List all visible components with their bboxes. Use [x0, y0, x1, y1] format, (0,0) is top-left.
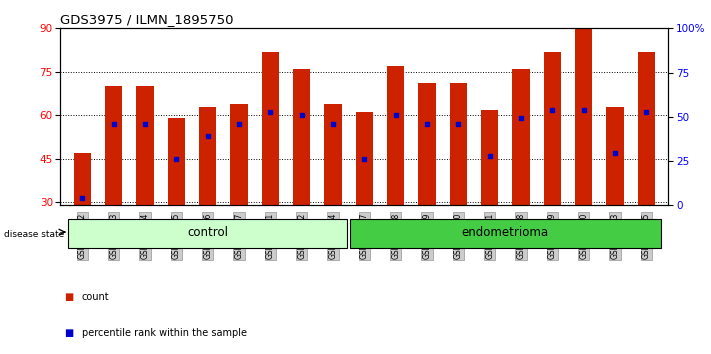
Text: ■: ■: [64, 328, 73, 338]
Bar: [387, 66, 405, 205]
Text: disease state: disease state: [4, 230, 64, 239]
Bar: [481, 110, 498, 205]
Bar: [575, 28, 592, 205]
Bar: [262, 52, 279, 205]
Bar: [638, 52, 655, 205]
FancyBboxPatch shape: [351, 219, 661, 248]
Bar: [606, 107, 624, 205]
Bar: [544, 52, 561, 205]
Bar: [356, 113, 373, 205]
Text: endometrioma: endometrioma: [462, 225, 549, 239]
Text: percentile rank within the sample: percentile rank within the sample: [82, 328, 247, 338]
Bar: [513, 69, 530, 205]
Bar: [419, 84, 436, 205]
Text: ■: ■: [64, 292, 73, 302]
Text: control: control: [187, 225, 228, 239]
Text: GDS3975 / ILMN_1895750: GDS3975 / ILMN_1895750: [60, 13, 234, 26]
Bar: [105, 86, 122, 205]
Bar: [199, 107, 216, 205]
Bar: [324, 104, 342, 205]
Bar: [293, 69, 310, 205]
Bar: [137, 86, 154, 205]
Text: count: count: [82, 292, 109, 302]
FancyBboxPatch shape: [68, 219, 347, 248]
Bar: [450, 84, 467, 205]
Bar: [168, 118, 185, 205]
Bar: [74, 153, 91, 205]
Bar: [230, 104, 247, 205]
